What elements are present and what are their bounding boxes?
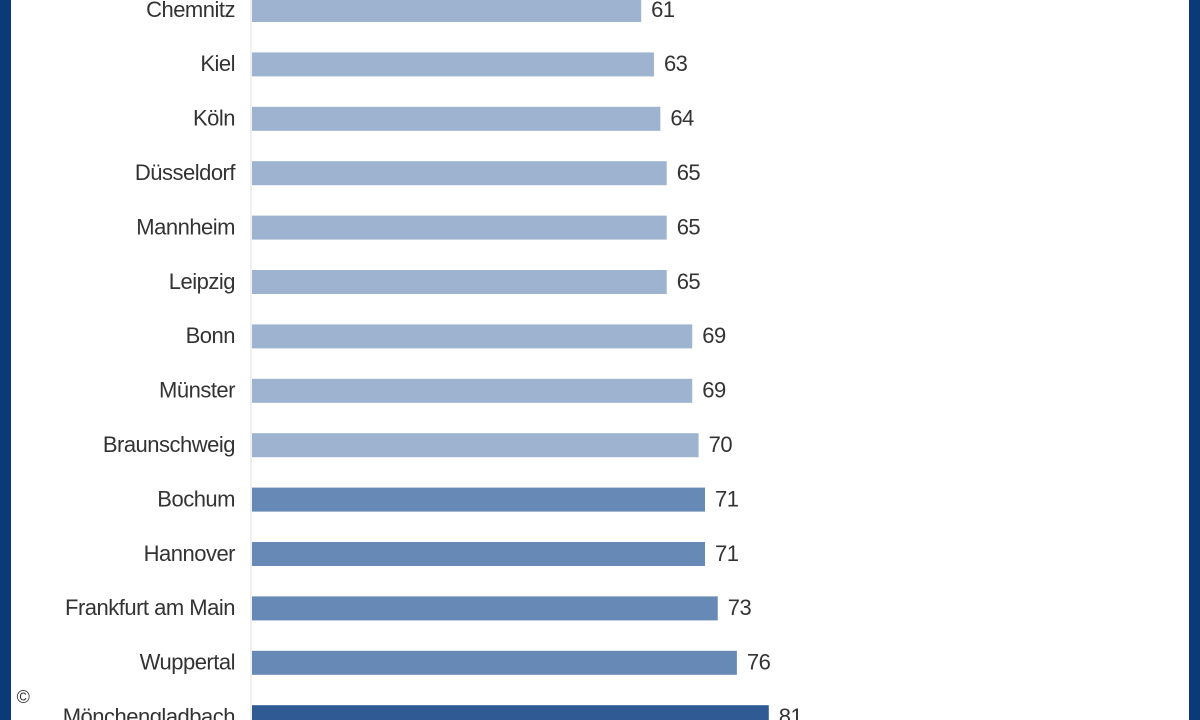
category-label: Köln (193, 106, 235, 131)
value-label: 70 (709, 432, 733, 457)
category-label: Frankfurt am Main (65, 595, 235, 620)
value-label: 73 (728, 595, 752, 620)
value-label: 71 (715, 541, 739, 566)
value-label: 61 (651, 0, 675, 22)
value-label: 69 (702, 323, 726, 348)
bar (252, 270, 667, 294)
bar (252, 0, 642, 22)
bar (252, 324, 693, 349)
value-label: 65 (677, 160, 701, 185)
value-label: 69 (702, 378, 726, 403)
category-label: Bochum (157, 486, 235, 511)
bar (252, 650, 737, 675)
bar (252, 487, 705, 512)
bar (252, 161, 667, 186)
bar (252, 705, 769, 720)
category-label: Hannover (144, 541, 236, 566)
value-label: 64 (670, 106, 694, 131)
bar (252, 433, 699, 458)
category-label: Mönchengladbach (63, 704, 235, 720)
bar (252, 542, 705, 566)
category-label: Leipzig (169, 269, 235, 294)
category-label: Wuppertal (140, 650, 235, 675)
bar (252, 215, 667, 240)
value-label: 65 (677, 214, 701, 239)
category-label: Braunschweig (103, 432, 235, 457)
bar (252, 596, 718, 621)
category-label: Düsseldorf (135, 160, 237, 185)
bar (252, 106, 661, 131)
category-label: Chemnitz (146, 0, 235, 22)
right-border (1189, 0, 1200, 720)
category-label: Mannheim (136, 214, 235, 239)
value-label: 76 (747, 650, 771, 675)
value-label: 71 (715, 486, 739, 511)
bar (252, 52, 654, 77)
category-label: Bonn (186, 323, 235, 348)
category-label: Kiel (200, 51, 235, 76)
bar (252, 378, 693, 403)
value-label: 63 (664, 51, 688, 76)
category-label: Münster (159, 378, 235, 403)
left-border (0, 0, 11, 720)
value-label: 81 (779, 704, 803, 720)
value-label: 65 (677, 269, 701, 294)
copyright: © (17, 687, 30, 707)
